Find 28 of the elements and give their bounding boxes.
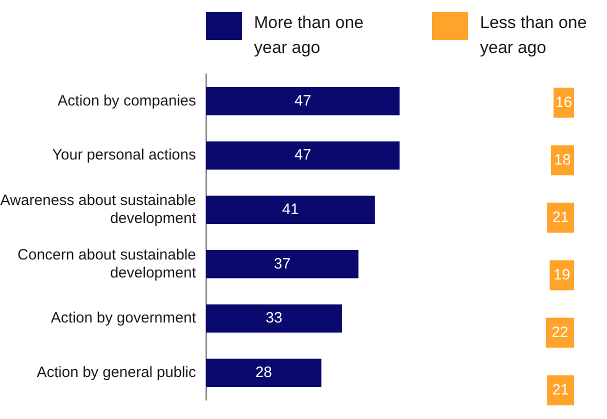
data-label: 28 — [255, 364, 272, 381]
data-label: 19 — [553, 266, 570, 284]
y-tick-label: Action by general public — [36, 364, 196, 381]
data-label: 33 — [266, 310, 282, 327]
bar — [547, 375, 574, 406]
legend-label: More than one year ago — [254, 12, 364, 59]
y-tick-label: Concern about sustainable development — [18, 246, 197, 282]
bar — [547, 202, 574, 233]
data-label: 47 — [294, 146, 312, 164]
data-label: 37 — [274, 255, 291, 272]
bar — [206, 141, 400, 170]
data-label: 22 — [552, 324, 568, 341]
y-tick-label: Action by companies — [58, 92, 196, 110]
bar — [206, 250, 358, 278]
bar — [206, 358, 322, 387]
y-tick-label: Action by government — [50, 310, 197, 327]
data-label: 18 — [554, 151, 571, 168]
data-label: 41 — [282, 200, 299, 218]
data-label: 21 — [552, 381, 569, 398]
data-label: 16 — [555, 94, 572, 111]
legend-label: Less than one year ago — [480, 12, 588, 59]
y-tick-label: Awareness about sustainable development — [0, 192, 197, 227]
data-label: 21 — [552, 208, 569, 226]
y-tick-label: Your personal actions — [52, 146, 196, 164]
bar — [206, 87, 400, 116]
data-label: 47 — [294, 92, 312, 110]
bar — [206, 196, 375, 224]
bar — [206, 304, 342, 333]
